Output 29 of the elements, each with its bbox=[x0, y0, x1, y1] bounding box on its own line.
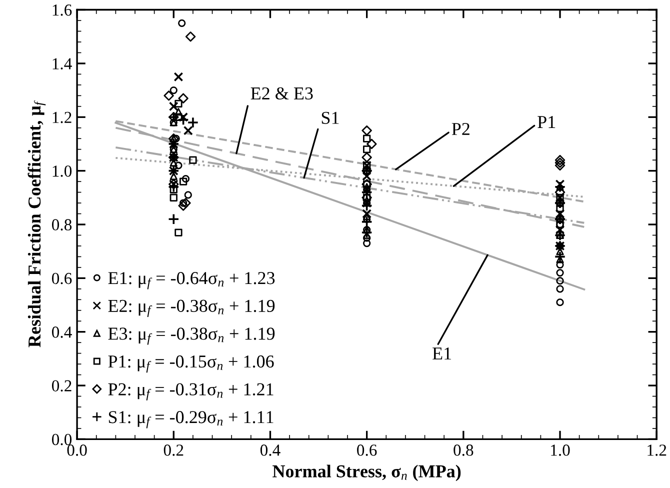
annotation: P2 bbox=[452, 122, 470, 135]
y-tick-label: 0.0 bbox=[52, 434, 72, 446]
y-tick-label: 1.0 bbox=[52, 166, 72, 177]
y-tick-label: 0.8 bbox=[52, 219, 72, 230]
y-tick-label: 1.4 bbox=[52, 58, 72, 70]
annotation: E1 bbox=[432, 348, 451, 360]
legend-label: E2: μ$_{f}$ = -0.38σ$_{n}$ + 1.19 bbox=[108, 300, 275, 317]
y-tick-label: 1.6 bbox=[52, 4, 72, 16]
legend-label: P2: μ$_{f}$ = -0.31σ$_{n}$ + 1.21 bbox=[108, 383, 274, 400]
x-tick-label: 0.4 bbox=[260, 444, 280, 456]
annotation: S1 bbox=[322, 112, 339, 124]
y-tick-label: 0.6 bbox=[52, 272, 72, 284]
y-tick-label: 0.2 bbox=[52, 380, 72, 392]
legend-label: E1: μ$_{f}$ = -0.64σ$_{n}$ + 1.23 bbox=[108, 272, 275, 290]
x-tick-label: 1.0 bbox=[551, 444, 570, 456]
legend-label: S1: μ$_{f}$ = -0.29σ$_{n}$ + 1.11 bbox=[108, 411, 274, 428]
annotation: E2 & E3 bbox=[250, 87, 313, 100]
y-axis-title: Residual Friction Coefficient, μ$_{f}$ bbox=[28, 100, 46, 348]
x-tick-label: 0.8 bbox=[454, 444, 474, 456]
x-axis-title: Normal Stress, σ$_{n}$ (MPa) bbox=[272, 464, 461, 482]
y-tick-label: 1.2 bbox=[52, 112, 72, 124]
x-tick-label: 1.2 bbox=[648, 444, 666, 456]
annotation: P1 bbox=[538, 116, 556, 128]
x-tick-label: 0.6 bbox=[357, 444, 377, 456]
x-tick-label: 0.0 bbox=[67, 444, 87, 456]
legend-label: E3: μ$_{f}$ = -0.38σ$_{n}$ + 1.19 bbox=[108, 328, 275, 345]
y-tick-label: 0.4 bbox=[52, 326, 72, 338]
legend-label: P1: μ$_{f}$ = -0.15σ$_{n}$ + 1.06 bbox=[108, 355, 274, 373]
x-tick-label: 0.2 bbox=[164, 444, 184, 456]
